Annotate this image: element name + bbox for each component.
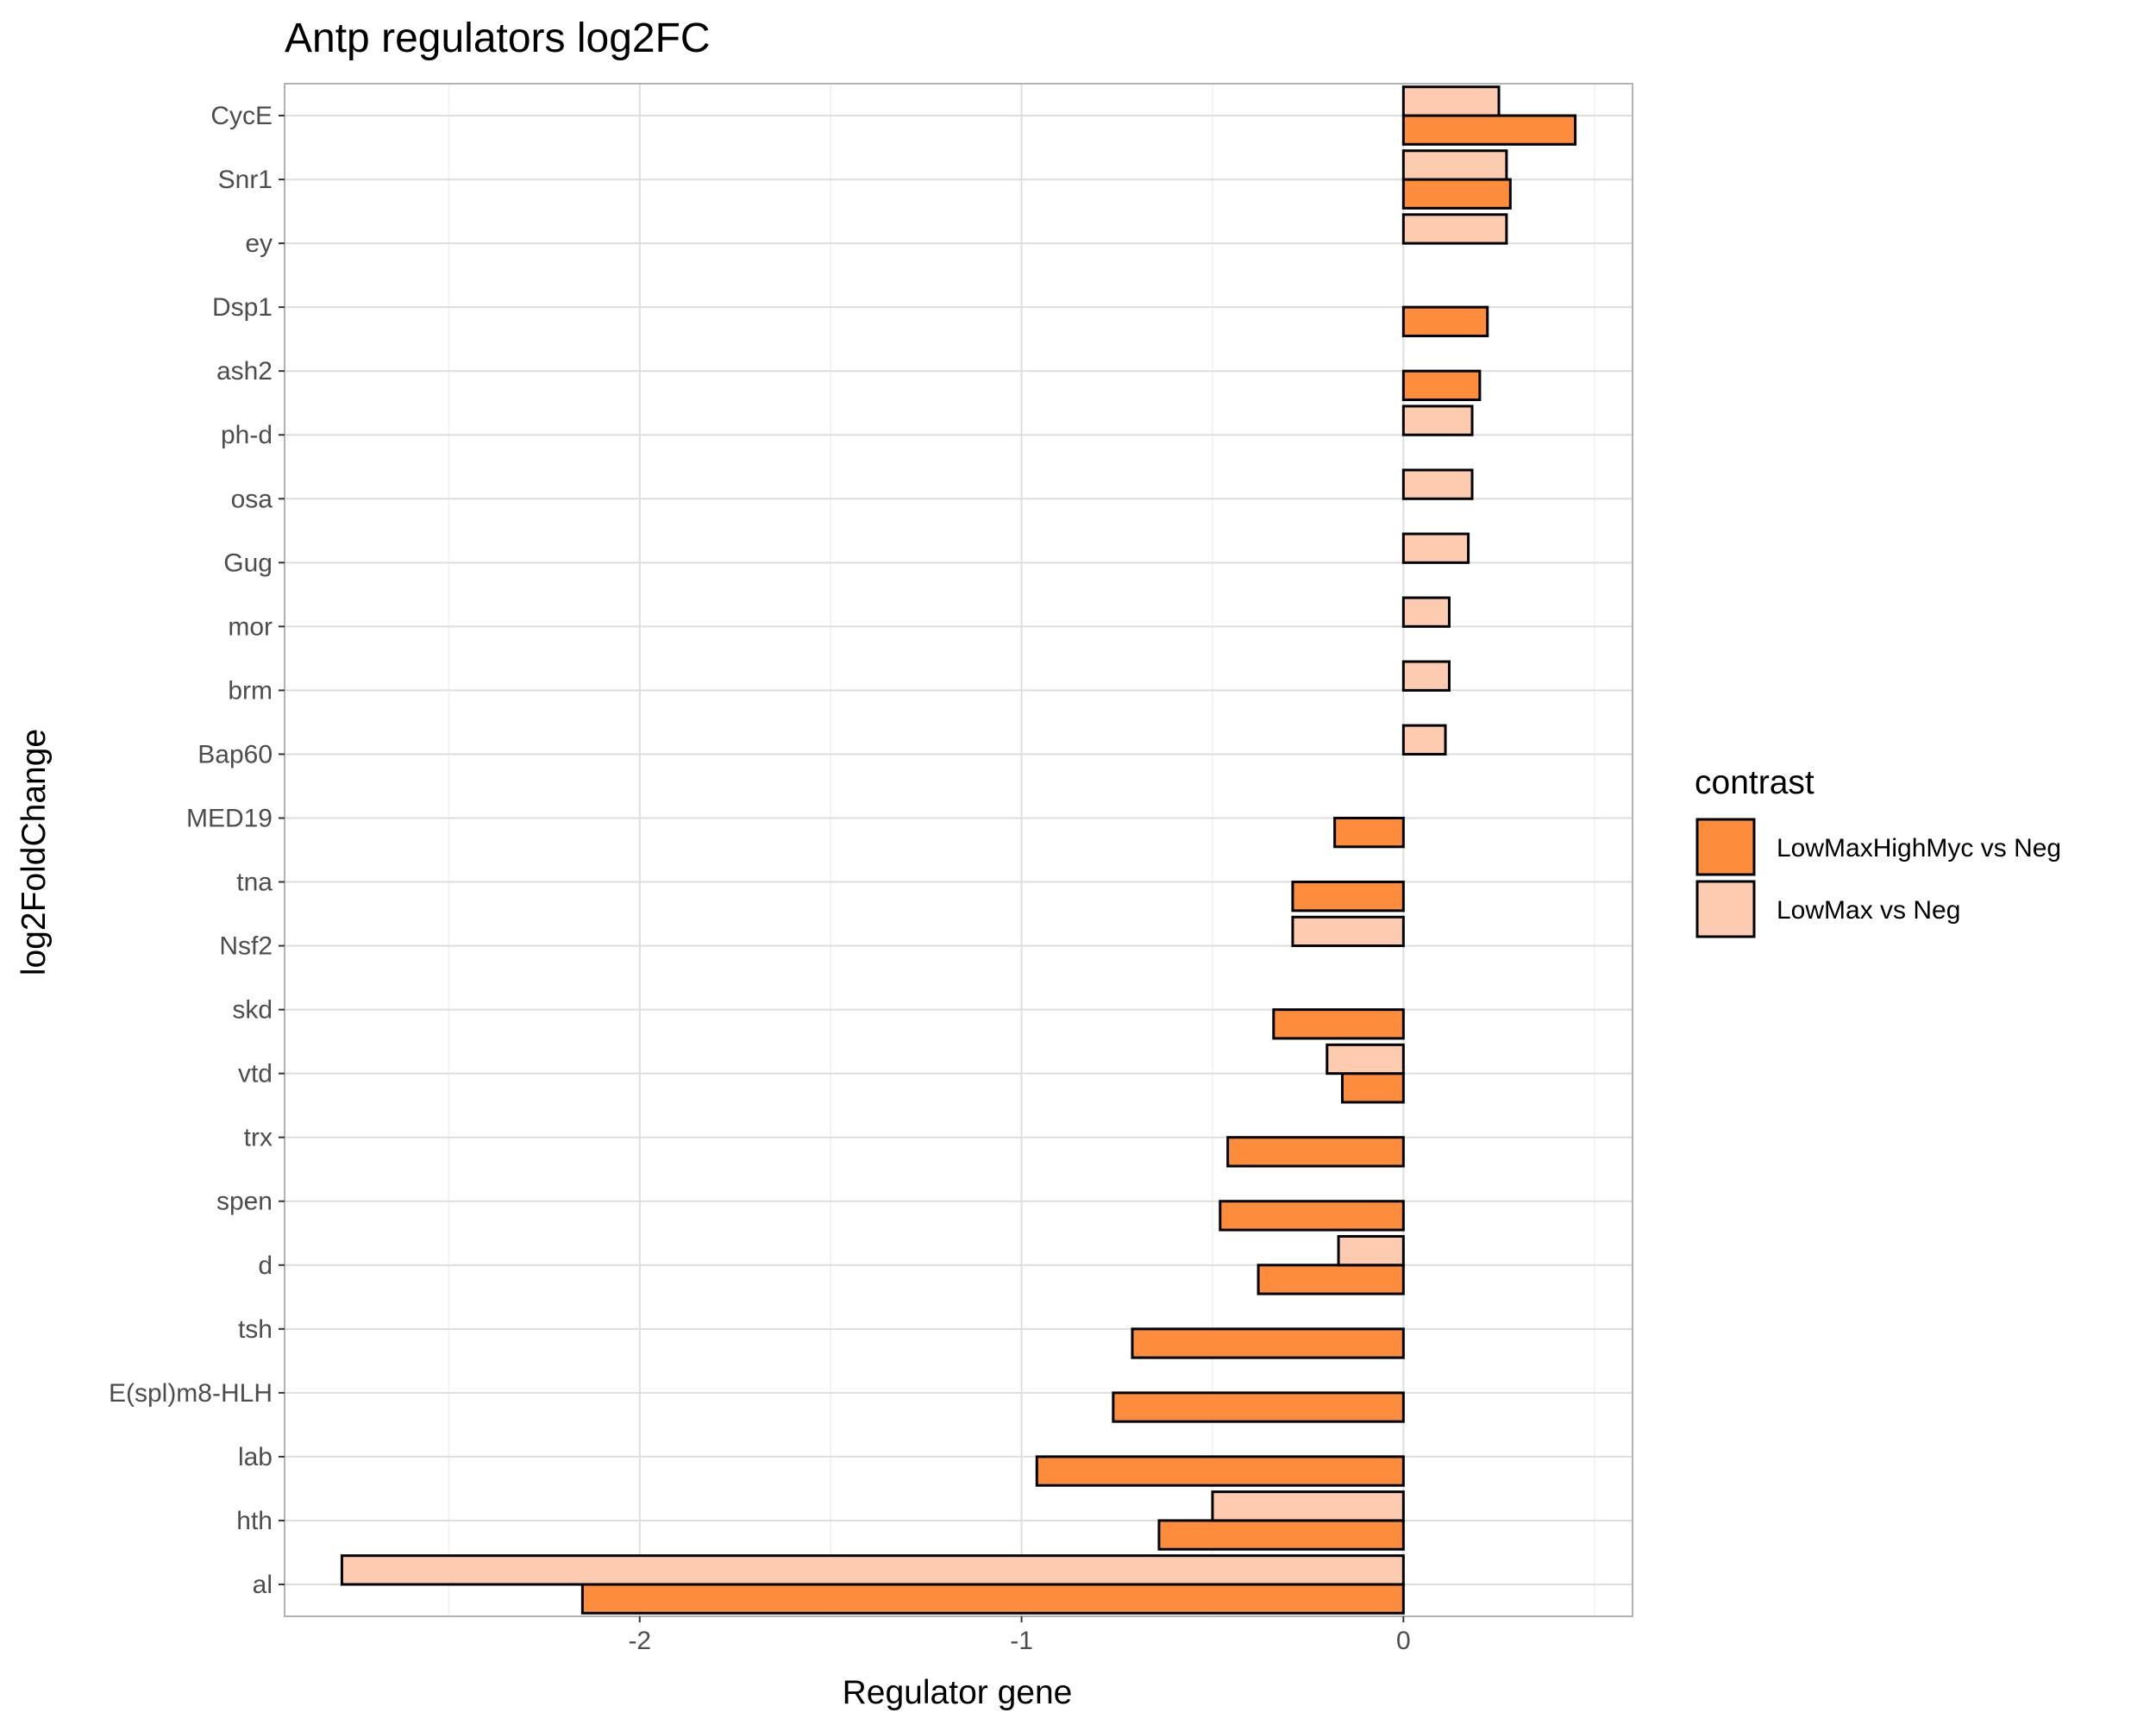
- bar-vtd-lowmax: [1326, 1043, 1405, 1076]
- y-tick-label: Gug: [223, 549, 273, 577]
- legend-swatch: [1695, 880, 1756, 938]
- bar-osa-lowmax: [1401, 468, 1474, 500]
- y-tick-label: tna: [236, 869, 273, 897]
- bar-Snr1-lowmax: [1401, 149, 1508, 181]
- bar-Gug-lowmax: [1401, 532, 1470, 564]
- bar-CycE-lowmaxhighmyc: [1401, 114, 1577, 146]
- legend: contrast LowMaxHighMyc vs Neg LowMax vs N…: [1695, 764, 2061, 938]
- y-tick-label: d: [258, 1251, 273, 1280]
- y-tick-label: brm: [228, 676, 273, 705]
- y-tick-label: Snr1: [218, 166, 273, 194]
- bar-brm-lowmax: [1401, 660, 1451, 692]
- panel-border: [284, 83, 1633, 1617]
- x-axis-title: Regulator gene: [843, 1674, 1073, 1711]
- bar-ash2-lowmaxhighmyc: [1401, 369, 1482, 402]
- y-tick-label: al: [253, 1571, 273, 1599]
- bar-hth-lowmax: [1211, 1490, 1405, 1522]
- bar-d-lowmax: [1337, 1234, 1405, 1267]
- bar-al-lowmax: [340, 1554, 1405, 1586]
- bar-ey-lowmax: [1401, 213, 1508, 245]
- plot-panel: [285, 84, 1633, 1616]
- legend-label: LowMax vs Neg: [1777, 896, 1960, 925]
- y-tick-label: CycE: [210, 102, 273, 130]
- y-tick-label: Dsp1: [212, 293, 273, 322]
- chart-title: Antp regulators log2FC: [285, 16, 711, 61]
- y-tick-label: ph-d: [221, 421, 273, 449]
- y-tick-label: MED19: [186, 804, 273, 832]
- y-tick-label: spen: [216, 1188, 273, 1216]
- y-tick-label: skd: [232, 996, 273, 1025]
- bars: [340, 85, 1577, 1615]
- bar-trx-lowmaxhighmyc: [1226, 1136, 1405, 1168]
- y-axis-ticks: CycE Snr1 ey Dsp1 ash2 ph-d osa Gug mor brm Bap60 M…: [109, 102, 285, 1599]
- y-tick-label: vtd: [238, 1060, 273, 1088]
- y-tick-label: tsh: [238, 1315, 273, 1344]
- bar-d-lowmaxhighmyc: [1257, 1264, 1405, 1295]
- bar-Bap60-lowmax: [1401, 724, 1447, 756]
- bar-tna-lowmaxhighmyc: [1291, 881, 1405, 913]
- y-tick-label: hth: [236, 1507, 273, 1535]
- x-tick-label: -1: [1010, 1627, 1033, 1655]
- legend-swatch: [1695, 818, 1756, 876]
- x-tick-label: -2: [628, 1627, 651, 1655]
- y-tick-label: ash2: [216, 357, 273, 386]
- bar-E(spl)m8-HLH-lowmaxhighmyc: [1112, 1391, 1405, 1423]
- bar-mor-lowmax: [1401, 596, 1451, 628]
- bar-vtd-lowmaxhighmyc: [1340, 1072, 1405, 1104]
- y-tick-label: E(spl)m8-HLH: [109, 1379, 273, 1408]
- bar-MED19-lowmaxhighmyc: [1333, 816, 1405, 849]
- bar-al-lowmaxhighmyc: [580, 1583, 1405, 1615]
- bar-CycE-lowmax: [1401, 85, 1501, 117]
- legend-label: LowMaxHighMyc vs Neg: [1777, 834, 2061, 862]
- bar-hth-lowmaxhighmyc: [1157, 1519, 1405, 1551]
- y-tick-label: Nsf2: [219, 932, 273, 961]
- x-axis-ticks: -2 -1 0: [628, 1616, 1411, 1655]
- bar-ph-d-lowmax: [1401, 405, 1474, 436]
- bar-tsh-lowmaxhighmyc: [1131, 1327, 1405, 1359]
- y-tick-label: Bap60: [197, 740, 273, 768]
- y-tick-label: trx: [244, 1124, 273, 1152]
- bar-skd-lowmaxhighmyc: [1272, 1008, 1405, 1040]
- bar-Snr1-lowmaxhighmyc: [1401, 178, 1512, 210]
- y-tick-label: ey: [245, 229, 273, 258]
- y-tick-label: osa: [231, 485, 273, 513]
- bar-Dsp1-lowmaxhighmyc: [1401, 305, 1489, 337]
- bar-lab-lowmaxhighmyc: [1035, 1455, 1405, 1487]
- legend-title: contrast: [1695, 764, 1814, 801]
- y-tick-label: lab: [238, 1443, 273, 1471]
- y-axis-title: log2FoldChange: [16, 729, 53, 975]
- x-tick-label: 0: [1396, 1627, 1411, 1655]
- bar-spen-lowmaxhighmyc: [1219, 1200, 1405, 1232]
- bar-Nsf2-lowmax: [1291, 915, 1405, 948]
- y-tick-label: mor: [228, 612, 273, 641]
